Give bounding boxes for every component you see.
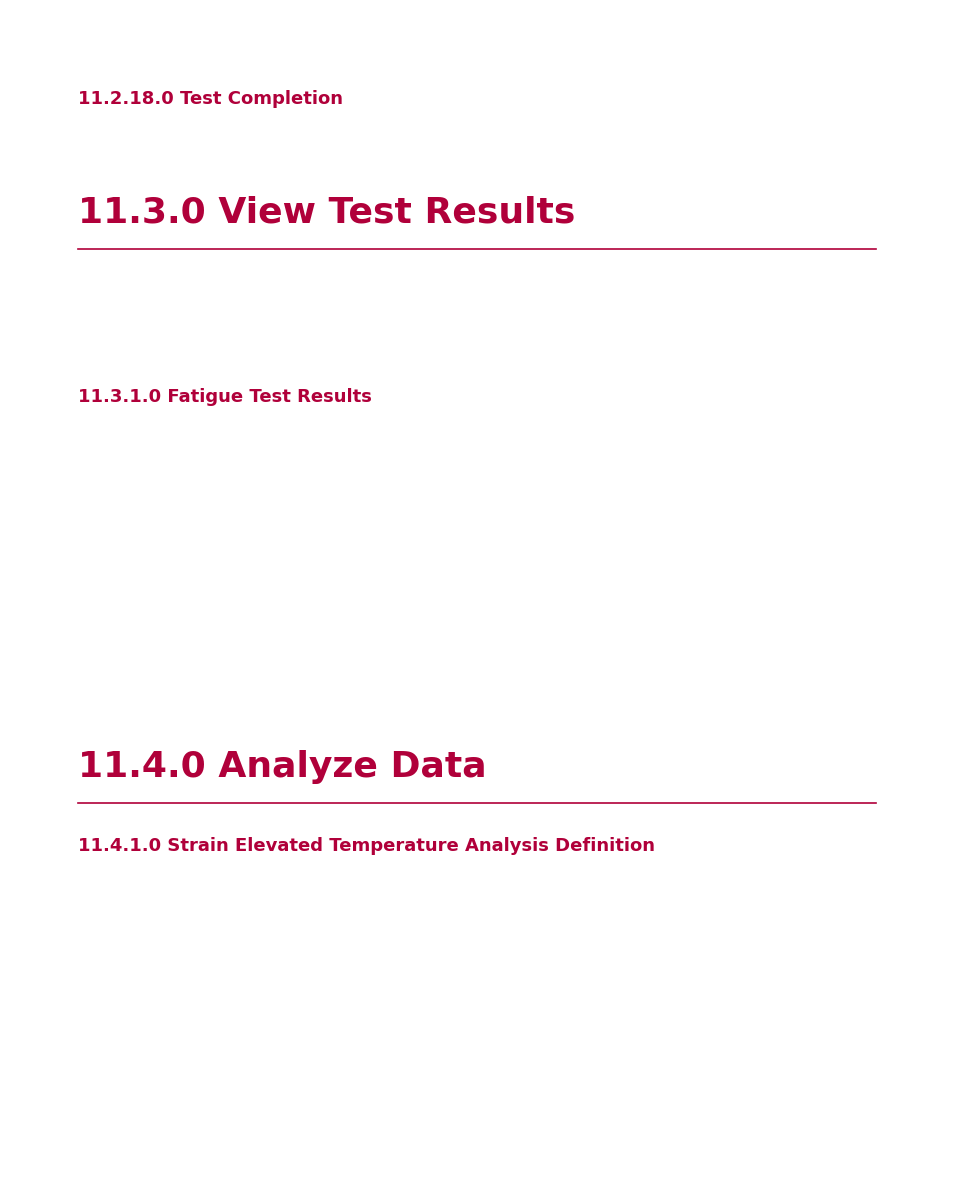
Text: 11.3.1.0 Fatigue Test Results: 11.3.1.0 Fatigue Test Results — [78, 388, 372, 406]
Text: 11.2.18.0 Test Completion: 11.2.18.0 Test Completion — [78, 91, 343, 108]
Text: 11.4.0 Analyze Data: 11.4.0 Analyze Data — [78, 750, 486, 784]
Text: 11.3.0 View Test Results: 11.3.0 View Test Results — [78, 196, 575, 230]
Text: 11.4.1.0 Strain Elevated Temperature Analysis Definition: 11.4.1.0 Strain Elevated Temperature Ana… — [78, 837, 655, 855]
